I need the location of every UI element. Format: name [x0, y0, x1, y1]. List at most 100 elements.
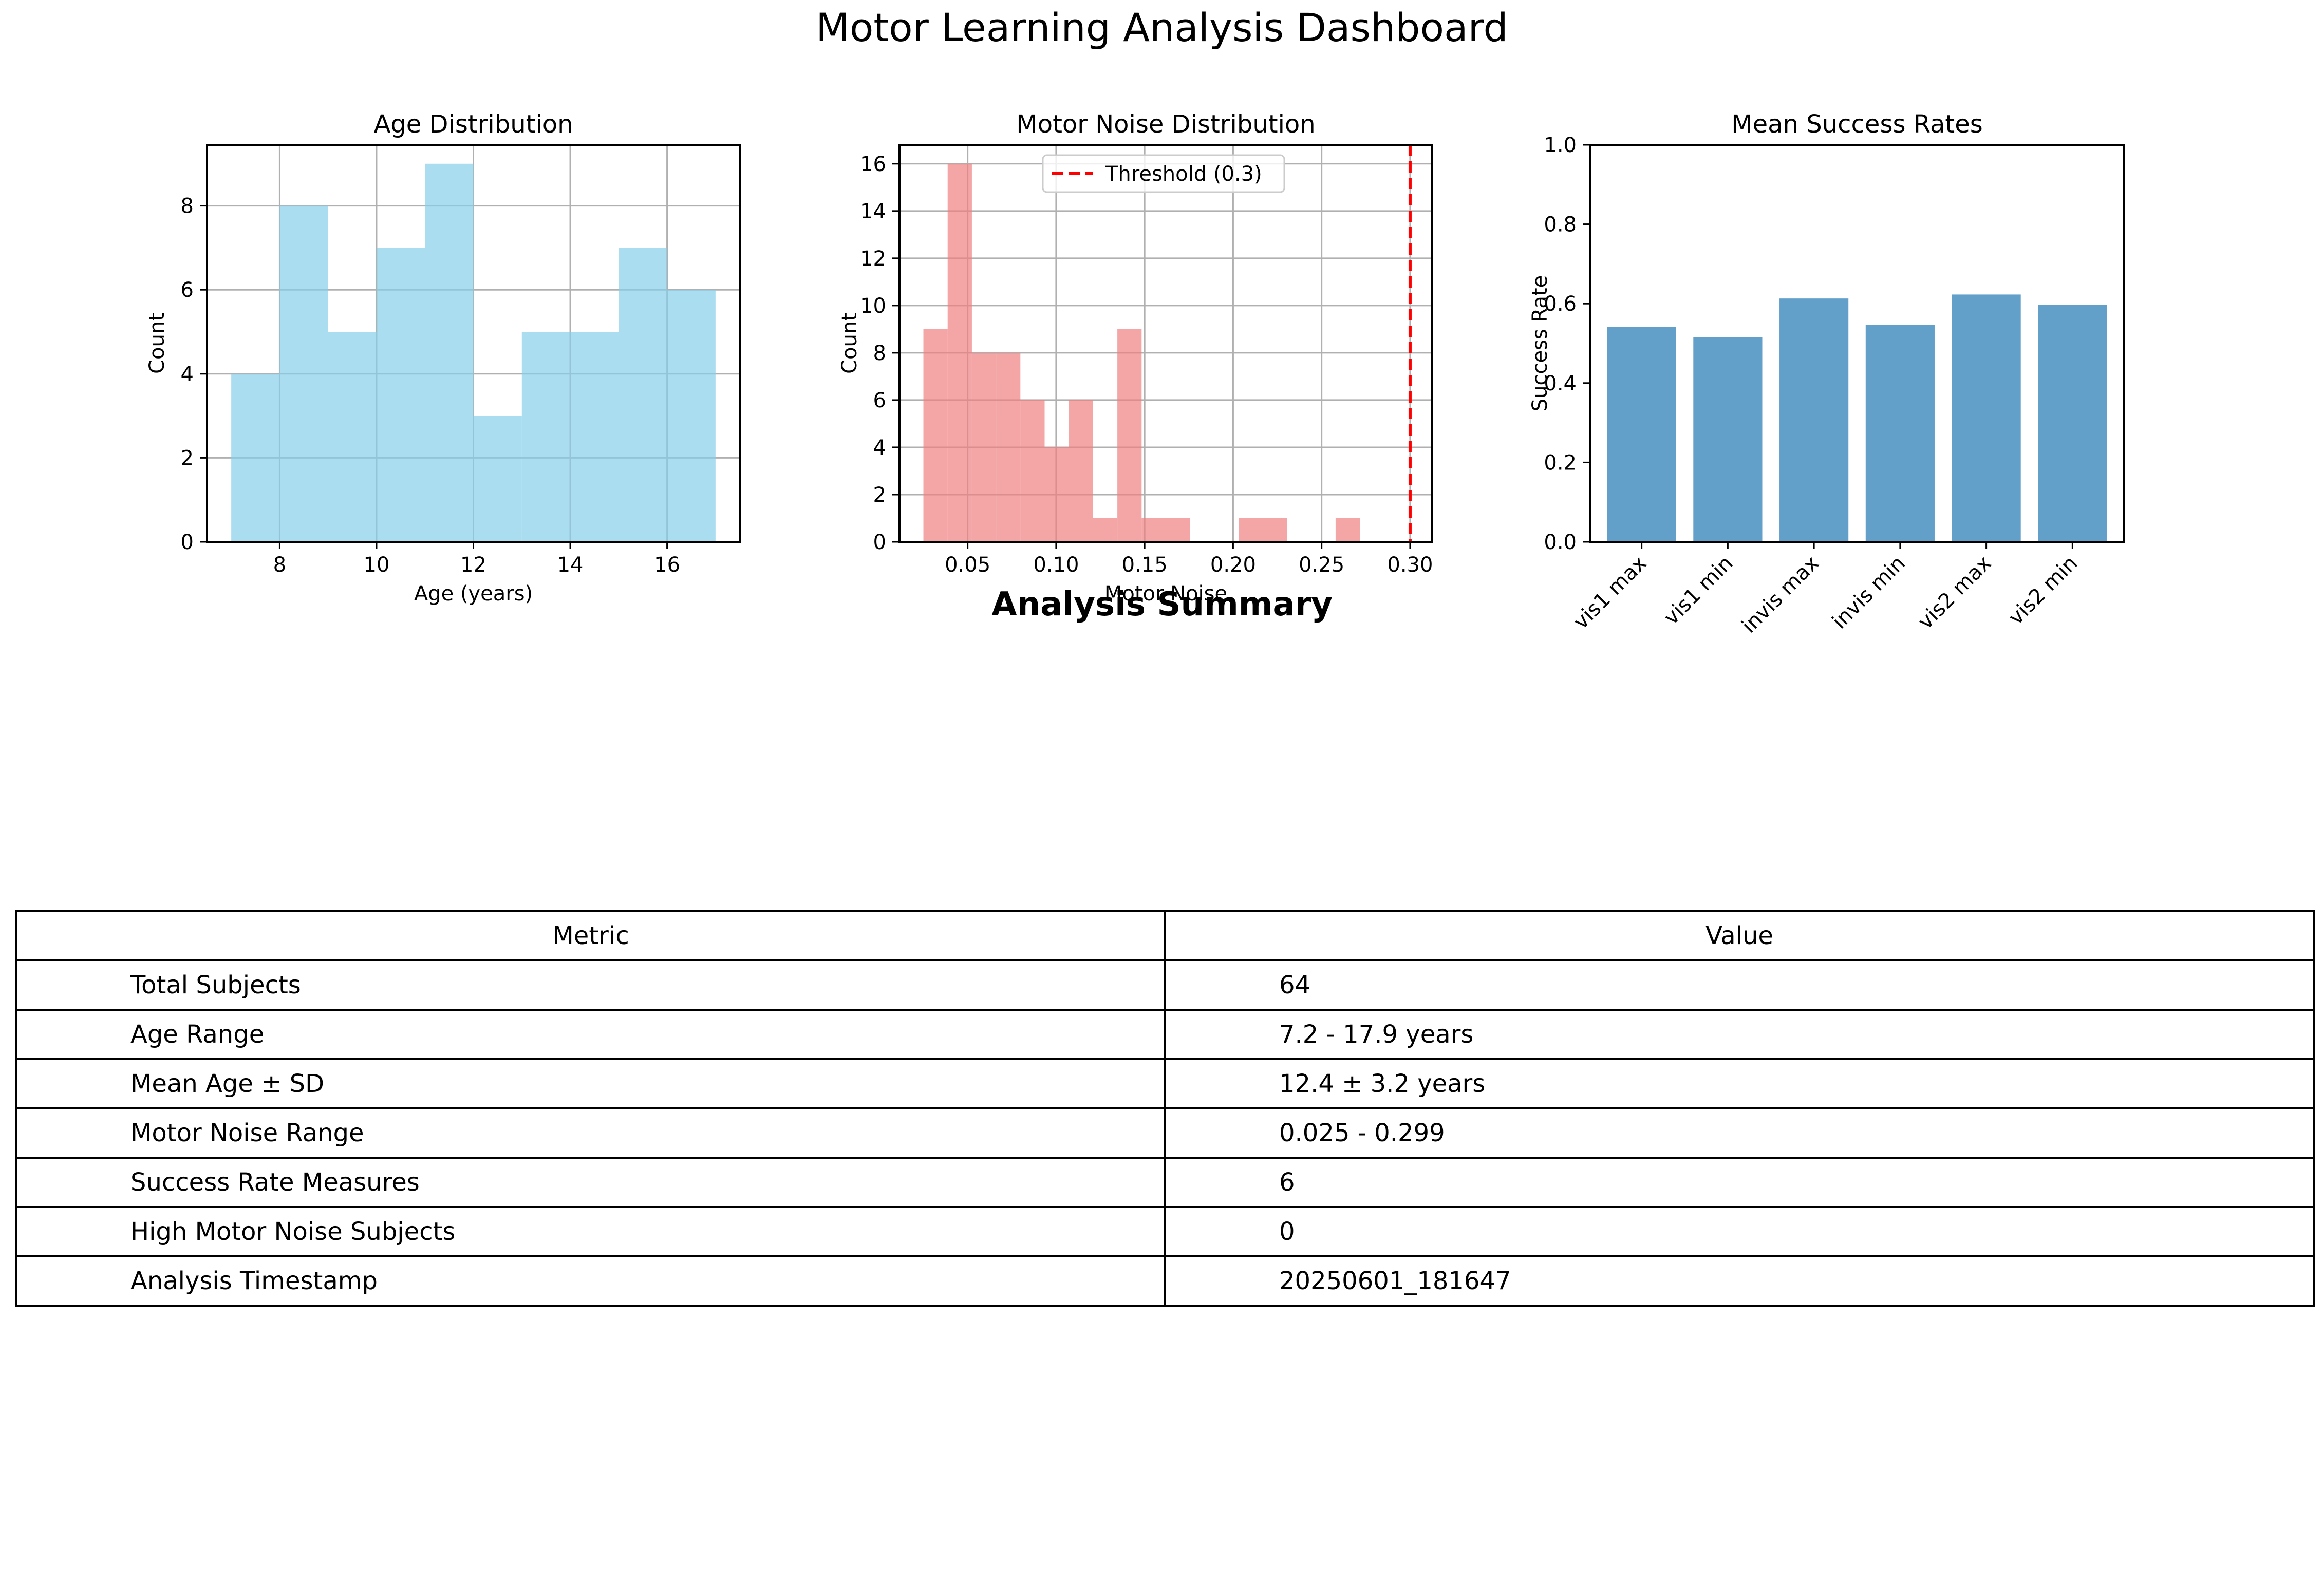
x-tick-label: 0.15 [1122, 553, 1168, 577]
y-tick-label: 0.4 [1544, 372, 1577, 395]
y-tick-label: 4 [181, 363, 194, 386]
x-axis-label: Age (years) [414, 582, 533, 606]
header-value: Value [1164, 910, 2315, 961]
x-tick-label: vis2 min [2004, 552, 2082, 630]
y-tick-label: 0 [873, 531, 886, 554]
value-cell: 64 [1164, 959, 2315, 1011]
bar [1779, 298, 1849, 542]
y-tick-label: 0 [181, 531, 194, 554]
table-row: Age Range 7.2 - 17.9 years [15, 1009, 2315, 1060]
value-cell: 0.025 - 0.299 [1164, 1107, 2315, 1159]
axes-frame [1589, 144, 2125, 543]
histogram-bar [1093, 518, 1118, 542]
x-tick-label: 0.30 [1387, 553, 1433, 577]
legend-label: Threshold (0.3) [1105, 162, 1262, 186]
table-row: Success Rate Measures 6 [15, 1157, 2315, 1208]
summary-title: Analysis Summary [991, 586, 1333, 624]
histogram-bar [996, 352, 1021, 542]
y-tick-label: 0.6 [1544, 292, 1577, 316]
chart-title: Age Distribution [373, 110, 573, 139]
y-tick-label: 1.0 [1544, 134, 1577, 157]
value-cell: 12.4 ± 3.2 years [1164, 1058, 2315, 1109]
table-row: Mean Age ± SD 12.4 ± 3.2 years [15, 1058, 2315, 1109]
metric-cell: Age Range [15, 1009, 1166, 1060]
metric-cell: Motor Noise Range [15, 1107, 1166, 1159]
x-tick-label: 14 [557, 553, 584, 577]
histogram-bar [1166, 518, 1190, 542]
axes-frame [898, 144, 1433, 543]
bar [1952, 294, 2021, 542]
y-tick-label: 0.0 [1544, 531, 1577, 554]
value-cell: 6 [1164, 1157, 2315, 1208]
metric-cell: Mean Age ± SD [15, 1058, 1166, 1109]
x-tick-label: 16 [654, 553, 680, 577]
value-cell: 7.2 - 17.9 years [1164, 1009, 2315, 1060]
x-axis-label: Motor Noise [1104, 582, 1227, 606]
histogram-bar [473, 416, 522, 542]
summary-table: Metric Value Total Subjects 64 Age Range… [15, 910, 2315, 1307]
histogram-bar [1239, 518, 1263, 542]
histogram-bar [521, 332, 571, 542]
metric-cell: Total Subjects [15, 959, 1166, 1011]
histogram-bar [1069, 400, 1093, 542]
histogram-bar [923, 329, 948, 542]
y-tick-label: 8 [873, 342, 886, 365]
table-row: Motor Noise Range 0.025 - 0.299 [15, 1107, 2315, 1159]
table-row: Total Subjects 64 [15, 959, 2315, 1011]
y-tick-label: 4 [873, 436, 886, 460]
x-tick-label: invis max [1737, 552, 1824, 638]
y-tick-label: 2 [181, 446, 194, 470]
histogram-bar [570, 332, 619, 542]
metric-cell: High Motor Noise Subjects [15, 1206, 1166, 1257]
histogram-bar [667, 290, 716, 542]
y-tick-label: 0.8 [1544, 213, 1577, 237]
y-tick-label: 10 [860, 294, 886, 318]
bar [1693, 337, 1763, 542]
y-tick-label: 8 [181, 195, 194, 218]
y-tick-label: 0.2 [1544, 451, 1577, 475]
value-cell: 20250601_181647 [1164, 1255, 2315, 1307]
x-tick-label: 12 [460, 553, 486, 577]
legend-box [1042, 154, 1285, 193]
bar [1865, 325, 1935, 542]
histogram-bar [619, 248, 667, 542]
y-tick-label: 16 [860, 153, 886, 176]
header-metric: Metric [15, 910, 1166, 961]
y-tick-label: 6 [181, 278, 194, 302]
y-tick-label: 14 [860, 200, 886, 223]
metric-cell: Analysis Timestamp [15, 1255, 1166, 1307]
x-tick-label: 8 [273, 553, 286, 577]
chart-title: Motor Noise Distribution [1016, 110, 1315, 139]
figure-title: Motor Learning Analysis Dashboard [816, 5, 1508, 50]
metric-cell: Success Rate Measures [15, 1157, 1166, 1208]
table-row: High Motor Noise Subjects 0 [15, 1206, 2315, 1257]
x-tick-label: 0.20 [1210, 553, 1256, 577]
histogram-bar [1020, 400, 1045, 542]
histogram-bar [1044, 447, 1069, 542]
histogram-bar [1141, 518, 1166, 542]
histogram-bar [328, 332, 377, 542]
y-tick-label: 6 [873, 389, 886, 412]
histogram-bar [1263, 518, 1287, 542]
x-tick-label: vis1 max [1569, 552, 1651, 634]
y-axis-label: Count [145, 313, 169, 374]
histogram-bar [1117, 329, 1142, 542]
bar [1607, 327, 1676, 542]
histogram-bar [947, 163, 972, 542]
histogram-bar [376, 248, 425, 542]
x-tick-label: 0.25 [1299, 553, 1344, 577]
histogram-bar [231, 373, 280, 542]
table-header-row: Metric Value [15, 910, 2315, 961]
chart-title: Mean Success Rates [1731, 110, 1983, 139]
bar [2038, 305, 2107, 542]
x-tick-label: 0.05 [945, 553, 990, 577]
y-tick-label: 12 [860, 247, 886, 271]
histogram-bar [279, 205, 328, 542]
y-axis-label: Success Rate [1528, 275, 1552, 411]
histogram-bar [971, 352, 997, 542]
value-cell: 0 [1164, 1206, 2315, 1257]
x-tick-label: vis2 max [1914, 552, 1996, 634]
y-tick-label: 2 [873, 483, 886, 507]
x-tick-label: vis1 min [1659, 552, 1737, 630]
